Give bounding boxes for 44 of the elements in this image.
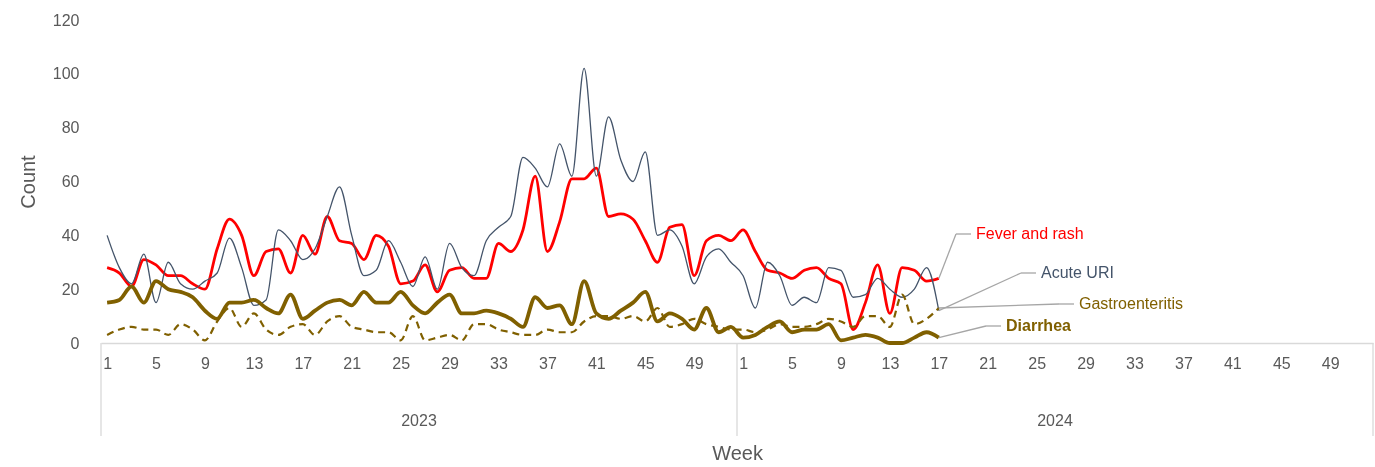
y-tick-label: 20: [61, 280, 80, 298]
text: 2023: [401, 412, 437, 429]
x-tick-label: 29: [1077, 354, 1096, 372]
text: Acute URI: [1041, 264, 1114, 281]
text: 2024: [1037, 412, 1073, 429]
x-tick-label: 37: [1175, 354, 1193, 372]
line-series: [106, 67, 940, 312]
x-tick-label: 17: [294, 354, 313, 372]
x-tick-label: 5: [788, 354, 798, 372]
x-tick-label: 45: [1272, 354, 1291, 372]
x-tick-label: 41: [1223, 354, 1242, 372]
x-tick-label: 1: [739, 354, 749, 372]
x-tick-label: 13: [245, 354, 264, 372]
x-axis-title: Week: [712, 441, 764, 464]
y-tick-label: 60: [61, 173, 80, 190]
x-tick-label: 9: [837, 354, 847, 372]
x-tick-label: 5: [152, 354, 162, 372]
x-tick-label: 21: [979, 354, 998, 372]
x-tick-label: 49: [1321, 354, 1340, 372]
x-tick-label: 37: [539, 354, 557, 372]
line-series: [105, 279, 941, 345]
y-tick-label: 40: [61, 226, 80, 244]
x-tick-label: 33: [490, 354, 508, 372]
x-tick-label: 17: [930, 354, 949, 372]
x-tick-label: 41: [587, 354, 606, 372]
x-tick-label: 49: [685, 354, 704, 372]
x-tick-label: 25: [392, 354, 411, 372]
y-tick-label: 0: [70, 334, 80, 352]
text: Gastroenteritis: [1079, 295, 1184, 312]
line-series: [105, 166, 941, 331]
y-tick-label: 100: [52, 65, 80, 83]
y-tick-label: 120: [52, 11, 80, 29]
y-tick-label: 80: [61, 119, 80, 137]
x-tick-label: 25: [1028, 354, 1047, 372]
x-tick-label: 29: [441, 354, 460, 372]
x-tick-label: 1: [103, 354, 113, 372]
x-tick-label: 9: [201, 354, 211, 372]
text: Fever and rash: [976, 225, 1084, 242]
text: Diarrhea: [1006, 317, 1072, 334]
x-tick-label: 45: [636, 354, 655, 372]
x-tick-label: 33: [1126, 354, 1144, 372]
x-tick-label: 13: [881, 354, 900, 372]
x-tick-label: 21: [343, 354, 362, 372]
y-axis-title: Count: [16, 154, 39, 209]
